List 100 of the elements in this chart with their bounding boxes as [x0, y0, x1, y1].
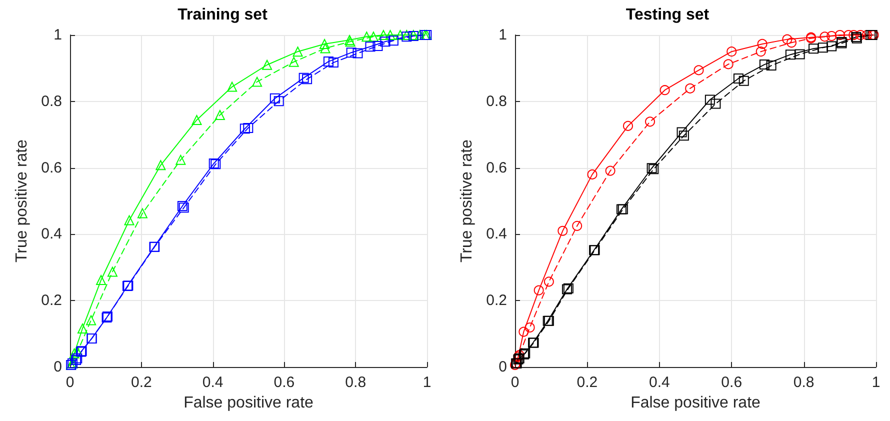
point	[69, 348, 80, 358]
point	[685, 83, 696, 94]
point	[380, 36, 390, 47]
point	[518, 326, 529, 337]
point	[826, 31, 837, 41]
point	[320, 43, 330, 54]
x-tick-label: 1	[422, 374, 432, 391]
point	[733, 73, 744, 84]
point	[524, 322, 535, 332]
point	[726, 46, 737, 57]
x-axis-title: False positive rate	[184, 394, 314, 412]
point	[252, 76, 262, 87]
y-tick-label: 1	[498, 26, 507, 44]
y-tick-label: 0.4	[486, 226, 507, 243]
point	[292, 46, 303, 57]
point	[660, 85, 670, 96]
point	[107, 266, 118, 277]
point	[86, 315, 96, 326]
point	[137, 208, 148, 218]
point	[346, 48, 356, 58]
point	[756, 46, 766, 57]
chart-title: Training set	[178, 6, 268, 24]
point	[738, 76, 749, 86]
point	[227, 82, 238, 92]
chart-title: Testing set	[626, 6, 710, 24]
point	[678, 130, 689, 141]
point	[372, 40, 383, 51]
point	[176, 154, 186, 165]
point	[572, 220, 582, 231]
y-tick-label: 0.6	[486, 159, 507, 176]
y-tick-label: 0.8	[41, 92, 62, 110]
x-tick-label: 0.6	[721, 374, 742, 391]
point	[710, 98, 721, 109]
y-tick-label: 0.2	[486, 292, 507, 310]
point	[605, 166, 616, 176]
x-tick-label: 1	[872, 374, 880, 391]
point	[214, 110, 225, 120]
point	[388, 36, 398, 46]
x-tick-label: 0.4	[648, 374, 670, 391]
y-tick-label: 0.6	[41, 159, 62, 176]
point	[302, 74, 312, 84]
point	[395, 30, 406, 40]
point	[834, 30, 845, 40]
y-tick-label: 0.2	[41, 292, 62, 310]
point	[794, 49, 805, 60]
point	[785, 50, 796, 60]
point	[759, 60, 770, 70]
y-tick-label: 0.4	[41, 226, 62, 243]
point	[818, 42, 828, 53]
point	[645, 116, 656, 127]
point	[362, 32, 372, 42]
point	[694, 65, 704, 76]
point	[192, 114, 202, 125]
x-tick-label: 0.2	[576, 374, 598, 391]
point	[855, 30, 866, 40]
point	[848, 30, 859, 40]
point	[77, 323, 88, 334]
x-tick-label: 0	[510, 374, 520, 391]
point	[328, 58, 338, 68]
point	[544, 276, 554, 287]
point	[240, 124, 250, 134]
x-tick-label: 0.2	[130, 374, 152, 391]
point	[844, 30, 854, 40]
point	[808, 44, 819, 54]
y-axis-title: True positive rate	[14, 139, 30, 263]
x-axis-title: False positive rate	[630, 394, 761, 412]
point	[124, 215, 134, 226]
y-tick-label: 0.8	[486, 92, 507, 110]
point	[352, 48, 363, 58]
point	[558, 226, 568, 236]
y-tick-label: 0	[498, 358, 507, 376]
point	[378, 30, 388, 40]
point	[826, 41, 837, 52]
point	[766, 60, 776, 71]
point	[298, 72, 309, 83]
point	[704, 94, 715, 105]
point	[274, 96, 284, 106]
x-tick-label: 0.8	[345, 374, 366, 391]
point	[757, 38, 768, 49]
point	[385, 30, 396, 40]
point	[623, 120, 633, 131]
point	[320, 38, 330, 49]
y-axis-title: True positive rate	[458, 139, 476, 263]
y-tick-label: 0	[54, 358, 62, 376]
point	[365, 42, 376, 52]
point	[782, 34, 792, 44]
point	[786, 38, 797, 48]
x-tick-label: 0.8	[793, 374, 814, 391]
point	[262, 60, 272, 70]
point	[270, 93, 280, 104]
x-tick-label: 0.6	[274, 374, 295, 391]
x-tick-label: 0.4	[202, 374, 224, 391]
point	[96, 275, 106, 286]
point	[676, 127, 687, 138]
point	[156, 160, 166, 170]
point	[288, 56, 299, 67]
x-tick-label: 0	[66, 374, 74, 391]
point	[243, 122, 254, 133]
point	[723, 59, 734, 70]
y-tick-label: 1	[54, 26, 62, 44]
